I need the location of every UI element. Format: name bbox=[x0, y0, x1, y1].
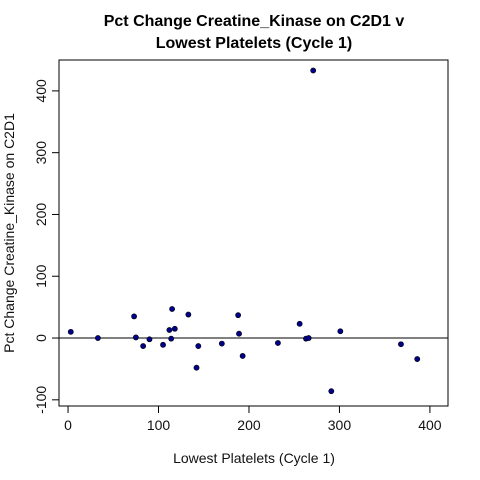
chart-title-line-2: Lowest Platelets (Cycle 1) bbox=[156, 35, 353, 52]
chart-title-line-1: Pct Change Creatine_Kinase on C2D1 v bbox=[104, 13, 405, 30]
y-axis: -100 0 100 200 300 400 bbox=[33, 79, 59, 414]
y-tick-label: 200 bbox=[33, 203, 49, 227]
data-point bbox=[67, 328, 74, 335]
y-tick-label: 300 bbox=[33, 141, 49, 165]
data-point bbox=[160, 341, 166, 348]
x-axis: 0 100 200 300 400 bbox=[64, 406, 442, 433]
data-points bbox=[67, 67, 421, 395]
y-tick-label: 400 bbox=[33, 79, 49, 103]
data-point bbox=[275, 340, 281, 346]
data-point bbox=[337, 328, 344, 335]
y-axis-label: Pct Change Creatine_Kinase on C2D1 bbox=[1, 113, 17, 353]
data-point bbox=[236, 330, 242, 337]
x-tick-label: 0 bbox=[64, 417, 72, 433]
y-tick-label: -100 bbox=[33, 386, 49, 414]
x-tick-label: 400 bbox=[418, 417, 442, 433]
plot-frame bbox=[58, 59, 449, 407]
data-point bbox=[296, 320, 303, 327]
data-point bbox=[146, 336, 153, 343]
data-point bbox=[328, 388, 335, 395]
data-point bbox=[235, 312, 242, 319]
data-point bbox=[195, 343, 202, 349]
x-tick-label: 100 bbox=[147, 417, 171, 433]
data-point bbox=[171, 325, 178, 332]
data-point bbox=[310, 67, 317, 74]
data-point bbox=[166, 327, 173, 333]
x-axis-label: Lowest Platelets (Cycle 1) bbox=[173, 450, 335, 466]
data-point bbox=[168, 335, 175, 342]
data-point bbox=[169, 306, 175, 312]
data-point bbox=[239, 353, 246, 359]
data-point bbox=[193, 364, 200, 371]
data-point bbox=[414, 356, 421, 362]
y-tick-label: 0 bbox=[33, 334, 49, 342]
data-point bbox=[95, 335, 101, 341]
x-tick-label: 200 bbox=[237, 417, 261, 433]
data-point bbox=[132, 334, 139, 341]
data-point bbox=[140, 343, 147, 349]
data-point bbox=[218, 340, 225, 347]
data-point bbox=[398, 341, 404, 348]
data-point bbox=[131, 313, 137, 320]
data-point bbox=[305, 335, 312, 341]
y-tick-label: 100 bbox=[33, 264, 49, 288]
x-tick-label: 300 bbox=[328, 417, 352, 433]
data-point bbox=[185, 311, 192, 318]
